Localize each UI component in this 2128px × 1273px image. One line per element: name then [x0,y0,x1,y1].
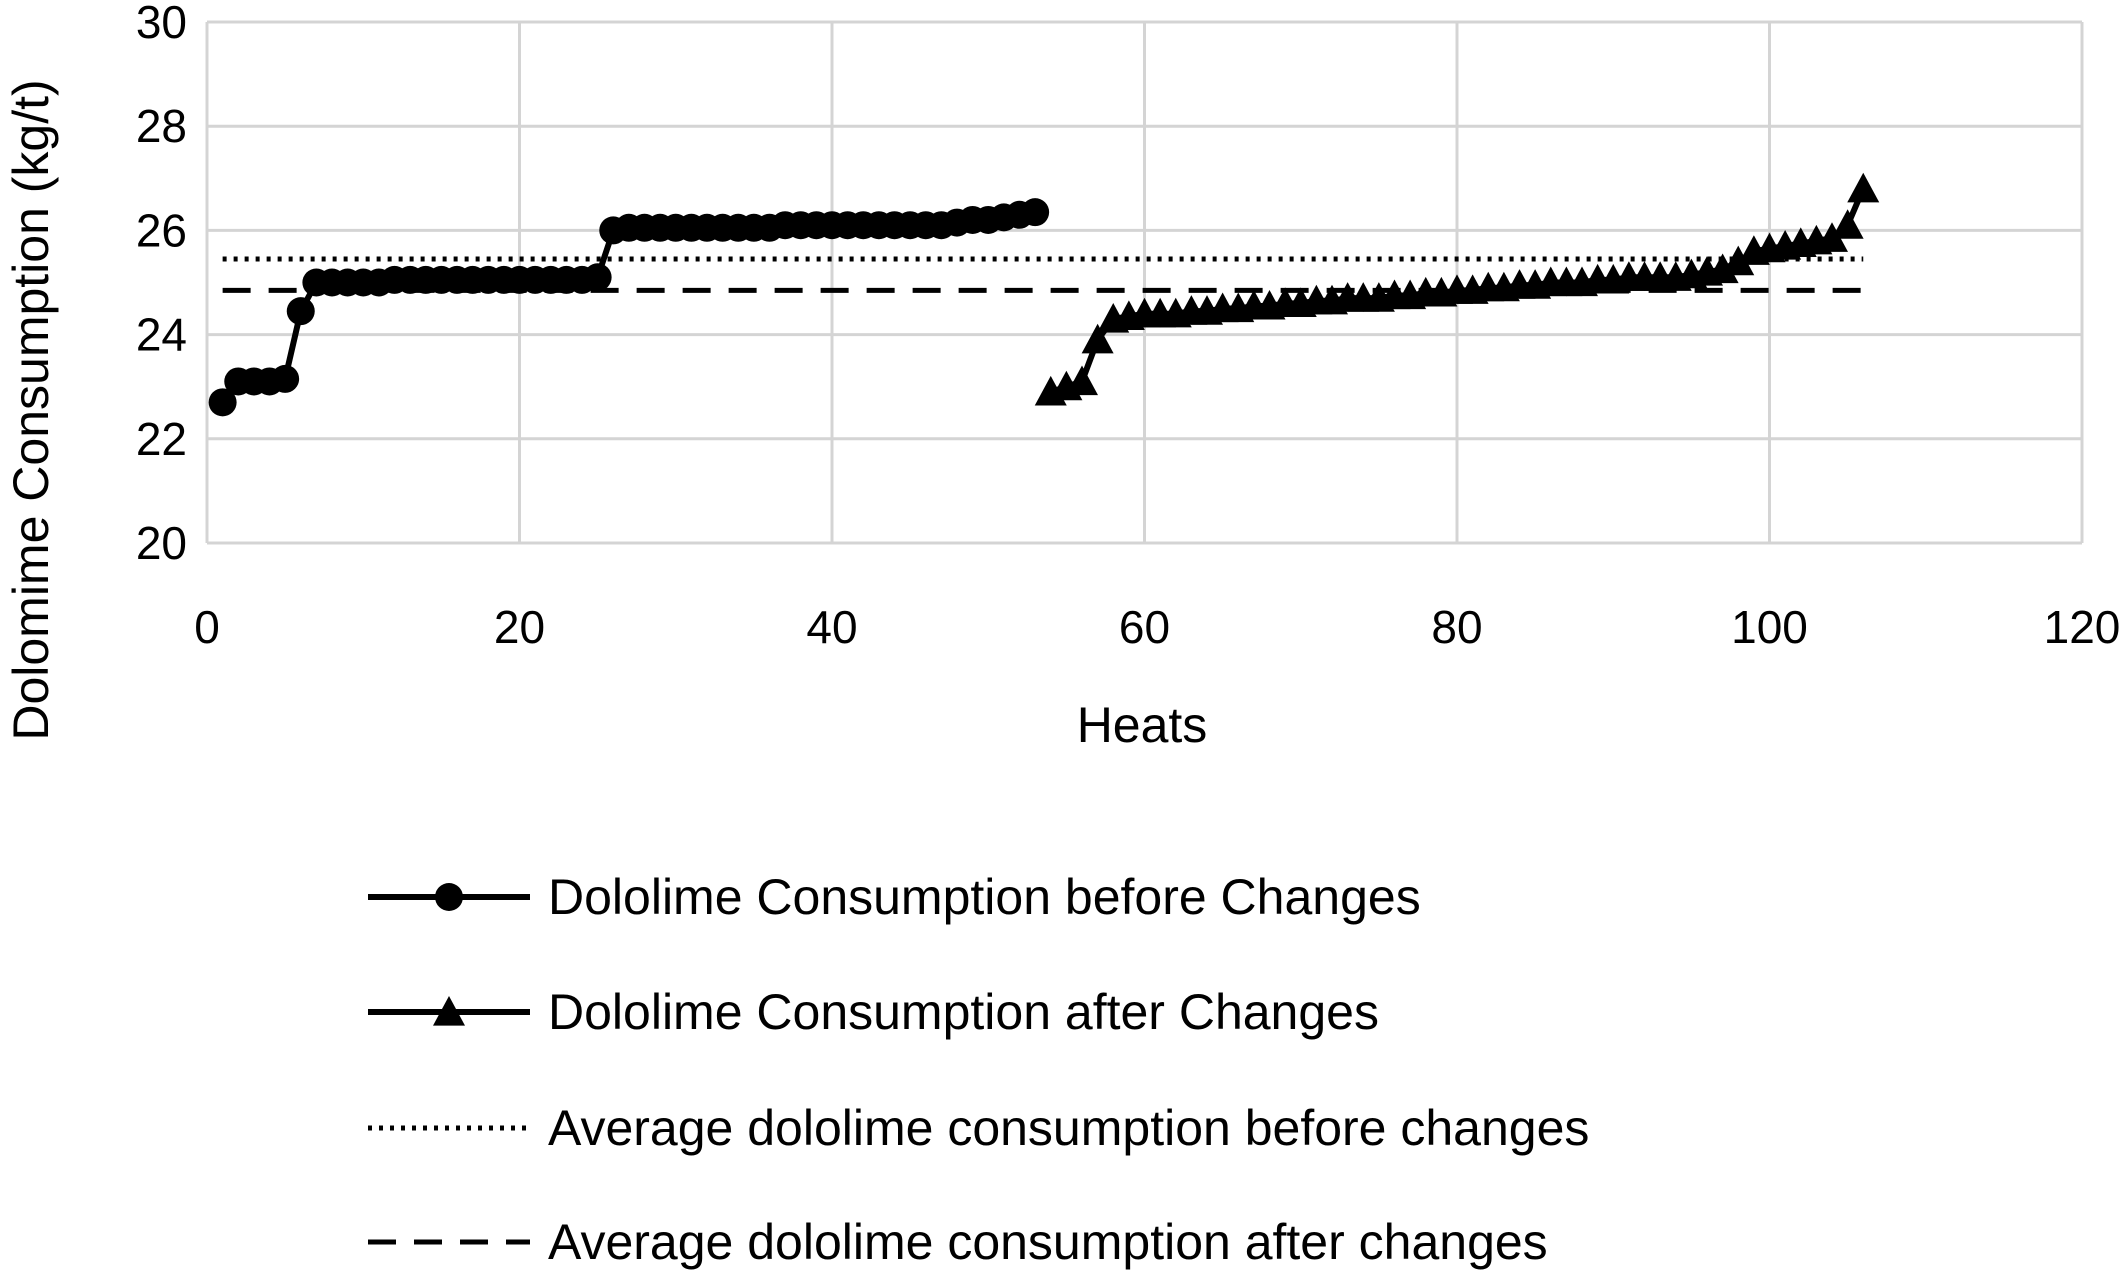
data-point [208,388,237,417]
gridlines [205,20,2084,545]
legend-entry-1: Dololime Consumption before Changes [368,869,1421,925]
x-tick-label: 0 [194,601,220,653]
x-tick-label: 60 [1119,601,1170,653]
data-point [1706,253,1739,284]
data-point [1066,365,1098,396]
y-tick-label: 30 [136,0,187,48]
series-2 [1034,172,1880,406]
legend-marker [435,883,463,911]
legend-label: Dololime Consumption before Changes [548,869,1421,925]
data-point [1021,198,1050,227]
data-point [1081,323,1114,354]
legend-label: Average dololime consumption after chang… [548,1214,1548,1270]
data-point [583,263,612,292]
data-point [1831,209,1864,239]
legend-label: Average dololime consumption before chan… [548,1100,1589,1156]
legend-entry-4: Average dololime consumption after chang… [368,1214,1548,1270]
legend-entry-3: Average dololime consumption before chan… [368,1100,1589,1156]
data-point [1722,245,1755,276]
legend-marker [433,996,465,1026]
y-tick-label: 28 [136,100,187,152]
y-tick-label: 20 [136,517,187,569]
data-point [271,364,300,393]
data-point [1816,222,1848,252]
y-tick-label: 24 [136,309,187,361]
x-tick-label: 40 [806,601,857,653]
data-point [286,297,315,326]
y-tick-label: 22 [136,413,187,465]
legend-label: Dololime Consumption after Changes [548,984,1379,1040]
legend-entry-2: Dololime Consumption after Changes [368,984,1379,1040]
series-layer [208,172,1880,417]
series-1 [208,198,1050,417]
y-tick-label: 26 [136,204,187,256]
x-axis-label: Heats [1077,697,1208,753]
data-point [1847,172,1880,203]
x-tick-label: 120 [2044,601,2121,653]
x-tick-label: 80 [1431,601,1482,653]
y-axis-label: Dolomime Consumption (kg/t) [3,79,59,740]
x-tick-label: 100 [1731,601,1808,653]
legend: Dololime Consumption before Changes Dolol… [368,869,1589,1270]
x-tick-label: 20 [494,601,545,653]
